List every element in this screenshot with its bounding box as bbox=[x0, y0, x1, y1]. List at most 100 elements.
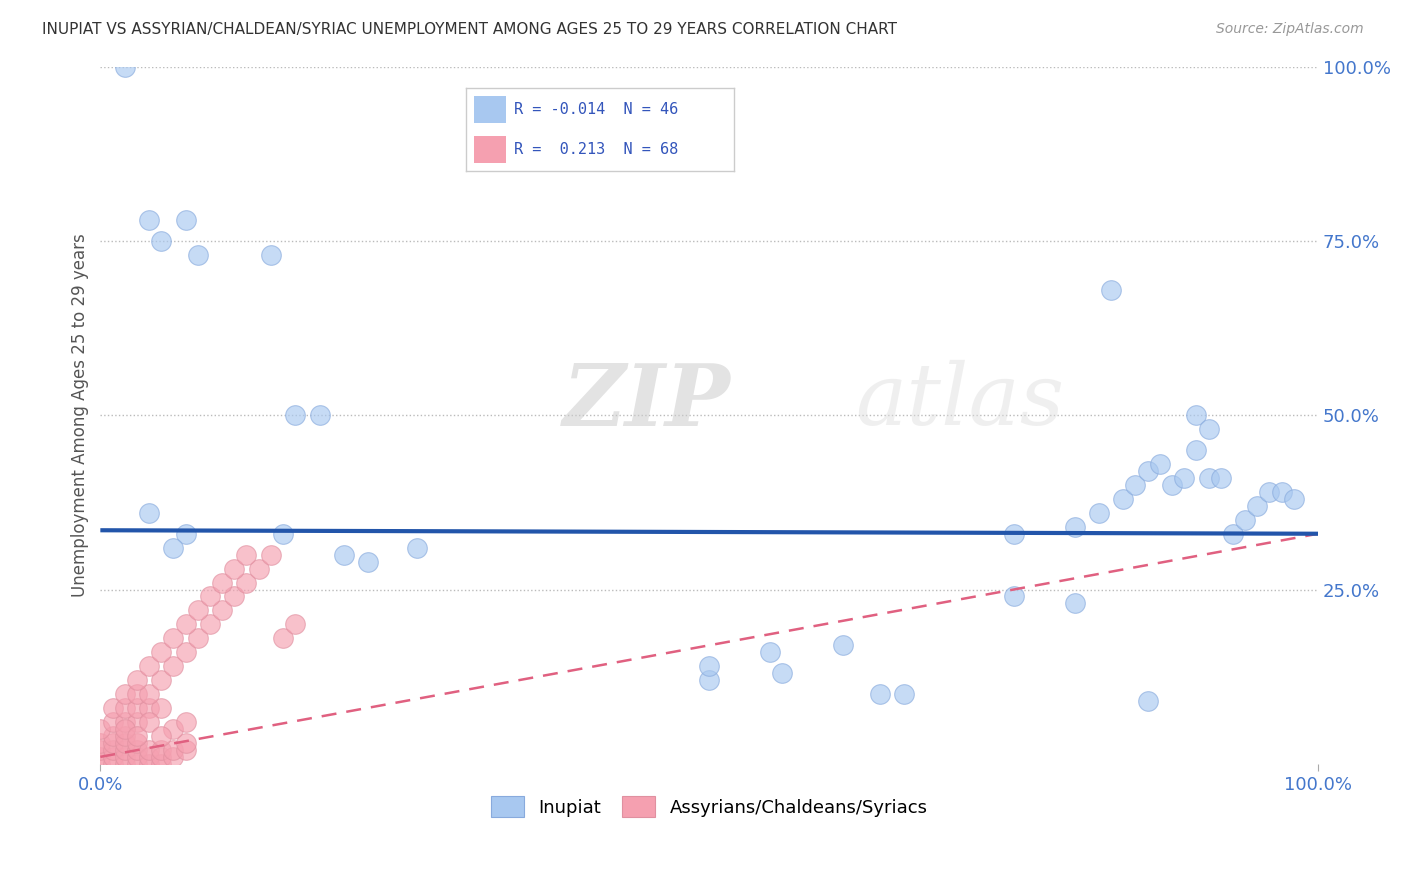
Point bbox=[1198, 422, 1220, 436]
Point bbox=[260, 548, 283, 562]
Text: INUPIAT VS ASSYRIAN/CHALDEAN/SYRIAC UNEMPLOYMENT AMONG AGES 25 TO 29 YEARS CORRE: INUPIAT VS ASSYRIAN/CHALDEAN/SYRIAC UNEM… bbox=[42, 22, 897, 37]
Point bbox=[1161, 478, 1184, 492]
Point bbox=[1063, 597, 1085, 611]
Point bbox=[1149, 457, 1171, 471]
Point bbox=[125, 701, 148, 715]
Point bbox=[1258, 484, 1281, 499]
Point bbox=[832, 638, 855, 652]
Point bbox=[198, 590, 221, 604]
Point bbox=[187, 603, 209, 617]
Point bbox=[162, 743, 184, 757]
Point bbox=[235, 548, 257, 562]
Point bbox=[150, 701, 173, 715]
Point bbox=[759, 645, 782, 659]
Point bbox=[89, 743, 111, 757]
Point bbox=[138, 756, 160, 771]
Point bbox=[174, 736, 197, 750]
Point bbox=[1002, 526, 1025, 541]
Point bbox=[174, 645, 197, 659]
Point bbox=[1282, 491, 1305, 506]
Point bbox=[150, 729, 173, 743]
Point bbox=[125, 714, 148, 729]
Point bbox=[1246, 499, 1268, 513]
Point bbox=[125, 749, 148, 764]
Point bbox=[1173, 471, 1195, 485]
Point bbox=[284, 617, 307, 632]
Point bbox=[89, 749, 111, 764]
Point bbox=[697, 659, 720, 673]
Point bbox=[138, 701, 160, 715]
Point bbox=[1234, 513, 1257, 527]
Point bbox=[101, 756, 124, 771]
Point bbox=[211, 603, 233, 617]
Text: ZIP: ZIP bbox=[564, 359, 731, 443]
Point bbox=[333, 548, 356, 562]
Point bbox=[125, 687, 148, 701]
Point bbox=[211, 575, 233, 590]
Point bbox=[150, 645, 173, 659]
Point bbox=[114, 749, 136, 764]
Point bbox=[138, 743, 160, 757]
Point bbox=[138, 506, 160, 520]
Point bbox=[284, 408, 307, 422]
Point bbox=[114, 60, 136, 74]
Point bbox=[150, 749, 173, 764]
Point bbox=[101, 729, 124, 743]
Point bbox=[187, 248, 209, 262]
Point bbox=[271, 632, 294, 646]
Point bbox=[247, 561, 270, 575]
Point bbox=[1198, 471, 1220, 485]
Point bbox=[114, 701, 136, 715]
Point bbox=[187, 632, 209, 646]
Point bbox=[114, 729, 136, 743]
Point bbox=[114, 743, 136, 757]
Point bbox=[89, 722, 111, 736]
Point bbox=[198, 617, 221, 632]
Point bbox=[89, 756, 111, 771]
Point bbox=[1063, 520, 1085, 534]
Point bbox=[869, 687, 891, 701]
Point bbox=[271, 526, 294, 541]
Point bbox=[162, 541, 184, 555]
Point bbox=[114, 736, 136, 750]
Point bbox=[1002, 590, 1025, 604]
Point bbox=[150, 673, 173, 688]
Point bbox=[1125, 478, 1147, 492]
Point bbox=[138, 659, 160, 673]
Point bbox=[406, 541, 429, 555]
Point bbox=[89, 736, 111, 750]
Point bbox=[101, 736, 124, 750]
Point bbox=[308, 408, 330, 422]
Point bbox=[1136, 464, 1159, 478]
Point bbox=[114, 714, 136, 729]
Point bbox=[235, 575, 257, 590]
Point bbox=[162, 632, 184, 646]
Point bbox=[125, 756, 148, 771]
Point bbox=[174, 617, 197, 632]
Legend: Inupiat, Assyrians/Chaldeans/Syriacs: Inupiat, Assyrians/Chaldeans/Syriacs bbox=[484, 789, 935, 824]
Point bbox=[114, 756, 136, 771]
Point bbox=[224, 561, 246, 575]
Point bbox=[125, 736, 148, 750]
Point bbox=[150, 756, 173, 771]
Point bbox=[1136, 694, 1159, 708]
Point bbox=[162, 659, 184, 673]
Point bbox=[1099, 283, 1122, 297]
Point bbox=[138, 749, 160, 764]
Point bbox=[357, 555, 380, 569]
Point bbox=[101, 714, 124, 729]
Y-axis label: Unemployment Among Ages 25 to 29 years: Unemployment Among Ages 25 to 29 years bbox=[72, 234, 89, 597]
Point bbox=[1088, 506, 1111, 520]
Point bbox=[101, 701, 124, 715]
Point bbox=[260, 248, 283, 262]
Point bbox=[697, 673, 720, 688]
Point bbox=[1222, 526, 1244, 541]
Point bbox=[125, 729, 148, 743]
Point bbox=[125, 673, 148, 688]
Point bbox=[125, 743, 148, 757]
Point bbox=[174, 714, 197, 729]
Point bbox=[162, 749, 184, 764]
Point bbox=[770, 666, 793, 681]
Point bbox=[174, 213, 197, 227]
Point bbox=[114, 687, 136, 701]
